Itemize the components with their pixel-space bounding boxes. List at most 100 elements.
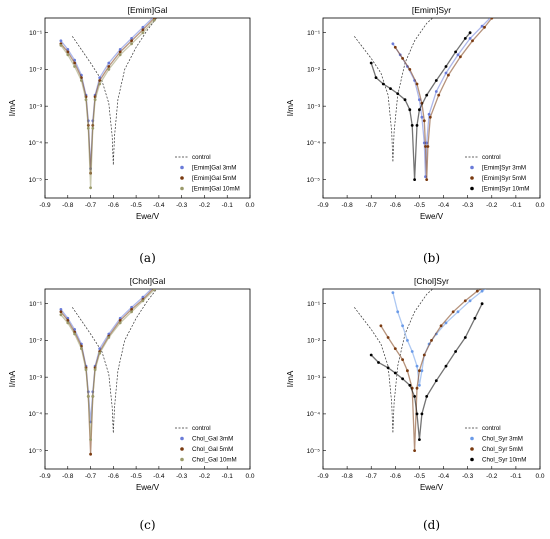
- data-point: [130, 308, 134, 311]
- y-tick-label: 10⁻⁵: [307, 177, 321, 184]
- y-tick-label: 10⁻⁵: [307, 448, 321, 455]
- data-point: [468, 37, 472, 40]
- series-line: [370, 32, 471, 180]
- legend-swatch: [180, 176, 184, 180]
- series-line: [392, 18, 492, 177]
- x-tick-label: -0.1: [222, 473, 234, 480]
- x-tick-label: -0.9: [39, 202, 51, 209]
- data-point: [130, 39, 134, 43]
- x-tick-label: -0.3: [462, 202, 474, 209]
- series-3: [393, 18, 494, 182]
- data-point: [480, 302, 484, 306]
- series-line: [60, 19, 155, 188]
- y-tick-label: 10⁻⁵: [29, 448, 43, 455]
- x-tick-label: -0.9: [317, 202, 329, 209]
- series-layer: [354, 18, 494, 182]
- x-tick-label: -0.7: [85, 473, 97, 480]
- y-tick-label: 10⁻¹: [307, 301, 321, 308]
- x-tick-label: 0.0: [245, 473, 254, 480]
- data-point: [418, 438, 421, 441]
- legend-swatch: [180, 186, 184, 191]
- series-2: [391, 18, 492, 179]
- data-point: [456, 310, 460, 314]
- x-tick-label: -0.2: [199, 202, 211, 209]
- data-point: [403, 98, 407, 102]
- data-point: [59, 39, 63, 43]
- series-line: [354, 18, 434, 163]
- data-point: [73, 65, 76, 68]
- x-tick-label: -0.5: [414, 473, 426, 480]
- y-tick-label: 10⁻²: [307, 338, 321, 345]
- data-point: [369, 61, 373, 65]
- data-point: [59, 313, 63, 317]
- legend: control Chol_Syr 3mM Chol_Syr 5mM Chol_Syr …: [465, 425, 526, 464]
- x-tick-label: -0.1: [222, 202, 234, 209]
- data-point: [415, 124, 419, 127]
- y-axis-label: I/mA: [286, 370, 295, 387]
- data-point: [463, 37, 467, 40]
- data-point: [444, 364, 448, 368]
- chart-title: [Emim]Gal: [128, 5, 168, 15]
- x-tick-label: -0.6: [108, 202, 120, 209]
- data-point: [439, 324, 443, 328]
- data-point: [91, 395, 95, 398]
- chart-panel-2: [Emim]Syr -0.9 -0.8 -0.7 -0.6 -0.5 -0.4 -0.3 -0.…: [286, 5, 545, 221]
- data-point: [93, 98, 97, 102]
- series-line: [392, 289, 487, 386]
- x-tick-label: -0.2: [486, 202, 498, 209]
- legend-label: Chol_Gal 5mM: [192, 446, 233, 453]
- data-point: [406, 339, 409, 342]
- data-point: [374, 76, 378, 79]
- x-tick-label: -0.4: [438, 473, 450, 480]
- legend-label: Chol_Syr 10mM: [482, 457, 526, 464]
- y-tick-label: 10⁻²: [307, 67, 321, 74]
- data-point: [437, 93, 441, 97]
- data-point: [153, 15, 156, 18]
- series-4: [369, 31, 472, 182]
- y-axis-label: I/mA: [8, 99, 17, 116]
- chart-title: [Chol]Syr: [414, 276, 449, 286]
- y-tick-label: 10⁻³: [29, 374, 43, 381]
- data-point: [444, 65, 448, 68]
- y-axis-label: I/mA: [8, 370, 17, 387]
- series-layer: [59, 289, 158, 456]
- legend-label: Chol_Syr 3mM: [482, 436, 523, 443]
- data-point: [406, 369, 409, 373]
- x-tick-label: -0.3: [176, 473, 188, 480]
- data-point: [426, 145, 430, 148]
- x-tick-label: -0.4: [438, 202, 450, 209]
- data-point: [415, 82, 419, 86]
- chart-title: [Emim]Syr: [412, 5, 451, 15]
- data-point: [428, 115, 432, 119]
- data-point: [420, 369, 424, 373]
- data-point: [59, 310, 63, 314]
- y-tick-label: 10⁻⁴: [307, 411, 321, 418]
- data-point: [483, 25, 486, 29]
- x-tick-label: -0.4: [153, 202, 165, 209]
- x-tick-label: -0.1: [510, 202, 522, 209]
- x-tick-label: -0.2: [199, 473, 211, 480]
- data-point: [152, 289, 156, 292]
- plot-frame: [44, 288, 251, 470]
- x-axis-label: Ewe/V: [136, 483, 160, 492]
- plot-frame: [322, 288, 541, 470]
- data-point: [415, 364, 419, 368]
- data-point: [401, 324, 404, 328]
- data-point: [141, 299, 145, 303]
- plot-frame: [44, 17, 251, 199]
- data-point: [413, 449, 416, 452]
- data-point: [98, 351, 102, 355]
- data-point: [434, 379, 438, 383]
- data-point: [386, 366, 390, 370]
- data-point: [393, 45, 397, 49]
- x-tick-label: -0.7: [85, 202, 97, 209]
- data-point: [490, 18, 494, 20]
- x-tick-label: -0.5: [414, 202, 426, 209]
- legend-label: [Emim]Gal 3mM: [192, 165, 236, 172]
- y-tick-label: 10⁻²: [29, 338, 43, 345]
- data-point: [456, 53, 460, 57]
- data-point: [401, 377, 404, 381]
- y-tick-label: 10⁻³: [307, 374, 321, 381]
- series-line: [354, 289, 434, 434]
- data-point: [118, 50, 122, 54]
